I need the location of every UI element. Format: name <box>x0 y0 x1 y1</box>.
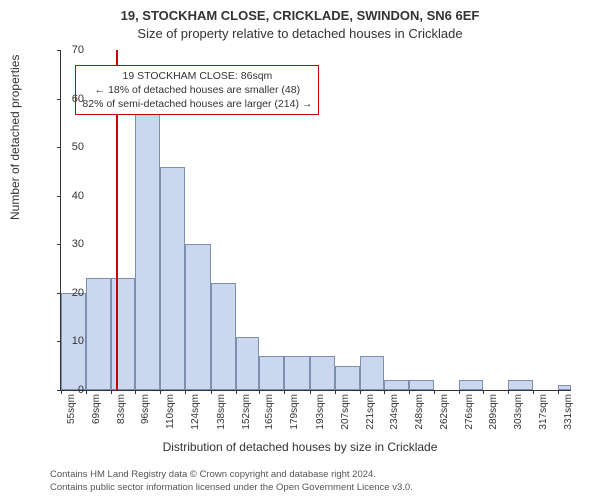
x-tick-mark <box>483 390 484 394</box>
x-tick-label: 248sqm <box>414 394 425 434</box>
x-tick-mark <box>135 390 136 394</box>
x-tick-label: 303sqm <box>513 394 524 434</box>
x-tick-label: 221sqm <box>365 394 376 434</box>
x-tick-label: 276sqm <box>464 394 475 434</box>
x-tick-mark <box>160 390 161 394</box>
histogram-bar <box>86 278 111 390</box>
x-tick-mark <box>459 390 460 394</box>
x-tick-label: 165sqm <box>264 394 275 434</box>
annotation-line: 19 STOCKHAM CLOSE: 86sqm <box>82 69 312 83</box>
chart-container: 19, STOCKHAM CLOSE, CRICKLADE, SWINDON, … <box>0 0 600 500</box>
histogram-bar <box>135 113 160 390</box>
x-tick-mark <box>284 390 285 394</box>
x-tick-label: 124sqm <box>190 394 201 434</box>
histogram-bar <box>236 337 259 390</box>
histogram-bar <box>284 356 309 390</box>
x-tick-mark <box>236 390 237 394</box>
x-tick-mark <box>384 390 385 394</box>
x-tick-label: 152sqm <box>241 394 252 434</box>
footer-attribution: Contains HM Land Registry data © Crown c… <box>50 469 590 494</box>
x-tick-mark <box>185 390 186 394</box>
chart-title-line1: 19, STOCKHAM CLOSE, CRICKLADE, SWINDON, … <box>0 8 600 23</box>
x-tick-mark <box>259 390 260 394</box>
histogram-bar <box>160 167 185 390</box>
x-tick-label: 138sqm <box>216 394 227 434</box>
plot-area: 19 STOCKHAM CLOSE: 86sqm← 18% of detache… <box>60 50 571 391</box>
y-tick-label: 20 <box>44 287 84 299</box>
y-tick-label: 30 <box>44 238 84 250</box>
x-axis-label: Distribution of detached houses by size … <box>0 440 600 454</box>
y-tick-label: 0 <box>44 384 84 396</box>
x-tick-mark <box>86 390 87 394</box>
x-tick-label: 207sqm <box>340 394 351 434</box>
x-tick-mark <box>360 390 361 394</box>
footer-line1: Contains HM Land Registry data © Crown c… <box>50 469 590 481</box>
x-tick-label: 55sqm <box>66 394 77 434</box>
x-tick-mark <box>111 390 112 394</box>
x-tick-label: 234sqm <box>389 394 400 434</box>
x-tick-mark <box>310 390 311 394</box>
x-tick-label: 262sqm <box>439 394 450 434</box>
x-tick-label: 96sqm <box>140 394 151 434</box>
x-tick-mark <box>211 390 212 394</box>
x-tick-mark <box>409 390 410 394</box>
y-tick-label: 10 <box>44 335 84 347</box>
x-tick-label: 110sqm <box>165 394 176 434</box>
histogram-bar <box>185 244 210 390</box>
x-tick-mark <box>434 390 435 394</box>
x-tick-mark <box>335 390 336 394</box>
y-tick-label: 40 <box>44 190 84 202</box>
chart-title-line2: Size of property relative to detached ho… <box>0 26 600 41</box>
y-axis-label: Number of detached properties <box>8 55 22 220</box>
histogram-bar <box>384 380 409 390</box>
histogram-bar <box>335 366 360 390</box>
footer-line2: Contains public sector information licen… <box>50 482 590 494</box>
histogram-bar <box>360 356 383 390</box>
x-tick-mark <box>508 390 509 394</box>
x-tick-mark <box>533 390 534 394</box>
histogram-bar <box>558 385 571 390</box>
x-tick-label: 83sqm <box>116 394 127 434</box>
histogram-bar <box>211 283 236 390</box>
x-tick-label: 69sqm <box>91 394 102 434</box>
y-tick-label: 60 <box>44 93 84 105</box>
x-tick-label: 289sqm <box>488 394 499 434</box>
histogram-bar <box>508 380 533 390</box>
histogram-bar <box>310 356 335 390</box>
annotation-line: 82% of semi-detached houses are larger (… <box>82 97 312 111</box>
histogram-bar <box>459 380 482 390</box>
histogram-bar <box>409 380 434 390</box>
x-tick-label: 317sqm <box>538 394 549 434</box>
x-tick-label: 179sqm <box>289 394 300 434</box>
y-tick-label: 50 <box>44 141 84 153</box>
x-tick-label: 193sqm <box>315 394 326 434</box>
x-tick-mark <box>558 390 559 394</box>
annotation-box: 19 STOCKHAM CLOSE: 86sqm← 18% of detache… <box>75 65 319 116</box>
x-tick-label: 331sqm <box>563 394 574 434</box>
histogram-bar <box>259 356 284 390</box>
annotation-line: ← 18% of detached houses are smaller (48… <box>82 83 312 97</box>
y-tick-label: 70 <box>44 44 84 56</box>
